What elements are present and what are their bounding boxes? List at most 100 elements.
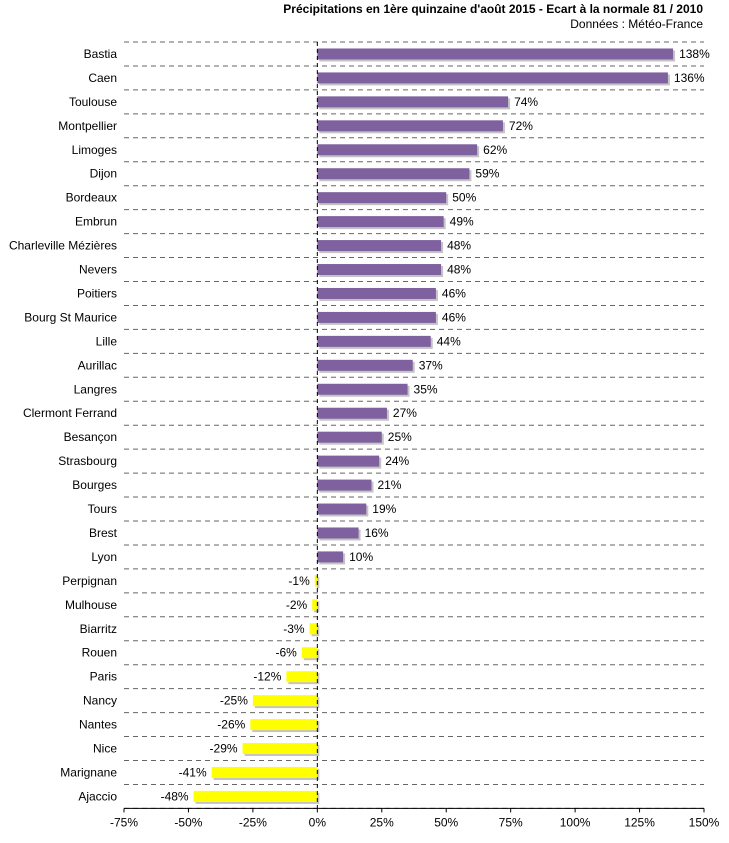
bar-lille: [317, 335, 431, 347]
value-label: 10%: [349, 550, 373, 564]
bar-bastia: [317, 48, 674, 60]
bar-nancy: [252, 695, 318, 707]
category-label: Aurillac: [78, 358, 117, 372]
bar-caen: [317, 72, 668, 84]
x-tick-label: 0%: [309, 815, 327, 829]
x-tick-label: 50%: [434, 815, 458, 829]
category-label: Nevers: [79, 263, 117, 277]
category-label: Biarritz: [80, 622, 117, 636]
bar-bordeaux: [317, 192, 447, 204]
category-label: Langres: [74, 382, 117, 396]
bars: [193, 48, 676, 804]
bar-poitiers: [317, 287, 436, 299]
x-tick-label: 150%: [689, 815, 720, 829]
category-label: Nancy: [83, 694, 117, 708]
labels: Bastia 138% Caen 136% Toulouse 74% Montpellier…: [9, 47, 720, 829]
x-tick-label: -50%: [174, 815, 202, 829]
value-label: 50%: [452, 191, 476, 205]
value-label: 37%: [419, 358, 443, 372]
bar-embrun: [317, 216, 444, 228]
category-label: Clermont Ferrand: [23, 406, 117, 420]
category-label: Dijon: [90, 167, 117, 181]
category-label: Bordeaux: [66, 191, 117, 205]
bar-ajaccio: [193, 790, 318, 802]
value-label: 138%: [679, 47, 710, 61]
bar-charleville-m-zi-res: [317, 240, 442, 252]
category-label: Toulouse: [69, 95, 117, 109]
grid-lines: [124, 41, 704, 809]
category-label: Poitiers: [77, 286, 117, 300]
category-label: Besançon: [64, 430, 117, 444]
value-label: 72%: [509, 119, 533, 133]
value-label: -1%: [288, 574, 310, 588]
value-label: 16%: [365, 526, 389, 540]
bar-lyon: [317, 551, 344, 563]
value-label: 48%: [447, 263, 471, 277]
category-label: Limoges: [72, 143, 117, 157]
value-label: 48%: [447, 239, 471, 253]
x-tick-label: 75%: [499, 815, 523, 829]
bar-shadow: [316, 577, 320, 589]
bar-paris: [286, 671, 318, 683]
value-label: 46%: [442, 310, 466, 324]
category-label: Tours: [88, 502, 117, 516]
category-label: Bourg St Maurice: [24, 310, 117, 324]
bar-besan-on: [317, 431, 382, 443]
value-label: 19%: [372, 502, 396, 516]
bar-brest: [317, 527, 359, 539]
bar-marignane: [211, 766, 318, 778]
category-label: Bourges: [72, 478, 117, 492]
category-label: Marignane: [60, 765, 117, 779]
category-label: Brest: [89, 526, 118, 540]
category-label: Montpellier: [58, 119, 117, 133]
bar-tours: [317, 503, 367, 515]
value-label: -29%: [210, 742, 238, 756]
bar-dijon: [317, 168, 470, 180]
value-label: 25%: [388, 430, 412, 444]
bar-langres: [317, 383, 408, 395]
bar-nevers: [317, 264, 442, 276]
category-label: Ajaccio: [78, 789, 117, 803]
category-label: Lille: [96, 334, 118, 348]
value-label: 24%: [385, 454, 409, 468]
chart-title: Précipitations en 1ère quinzaine d'août …: [283, 2, 703, 16]
axes: [123, 42, 705, 813]
value-label: 46%: [442, 286, 466, 300]
category-label: Paris: [90, 670, 117, 684]
value-label: -48%: [161, 789, 189, 803]
x-tick-label: -75%: [110, 815, 138, 829]
category-label: Strasbourg: [58, 454, 117, 468]
x-tick-label: 25%: [370, 815, 394, 829]
value-label: -6%: [276, 646, 298, 660]
x-tick-label: 100%: [560, 815, 591, 829]
value-label: 21%: [377, 478, 401, 492]
value-label: 74%: [514, 95, 538, 109]
value-label: -2%: [286, 598, 308, 612]
chart-title-block: Précipitations en 1ère quinzaine d'août …: [283, 2, 703, 31]
bar-limoges: [317, 144, 478, 156]
bar-bourg-st-maurice: [317, 311, 436, 323]
value-label: 49%: [450, 215, 474, 229]
value-label: -26%: [217, 718, 245, 732]
value-label: -25%: [220, 694, 248, 708]
bar-clermont-ferrand: [317, 407, 387, 419]
category-label: Rouen: [82, 646, 117, 660]
bar-aurillac: [317, 359, 413, 371]
bar-nantes: [250, 719, 318, 731]
bar-strasbourg: [317, 455, 380, 467]
category-label: Bastia: [84, 47, 118, 61]
value-label: -12%: [253, 670, 281, 684]
bar-rouen: [301, 647, 318, 659]
value-label: 44%: [437, 334, 461, 348]
category-label: Perpignan: [62, 574, 117, 588]
value-label: -41%: [179, 765, 207, 779]
chart-subtitle: Données : Météo-France: [570, 17, 703, 31]
category-label: Nice: [93, 742, 117, 756]
category-label: Nantes: [79, 718, 117, 732]
category-label: Caen: [88, 71, 117, 85]
bar-biarritz: [309, 623, 318, 635]
bar-perpignan: [314, 575, 318, 587]
category-label: Embrun: [75, 215, 117, 229]
bar-mulhouse: [312, 599, 318, 611]
